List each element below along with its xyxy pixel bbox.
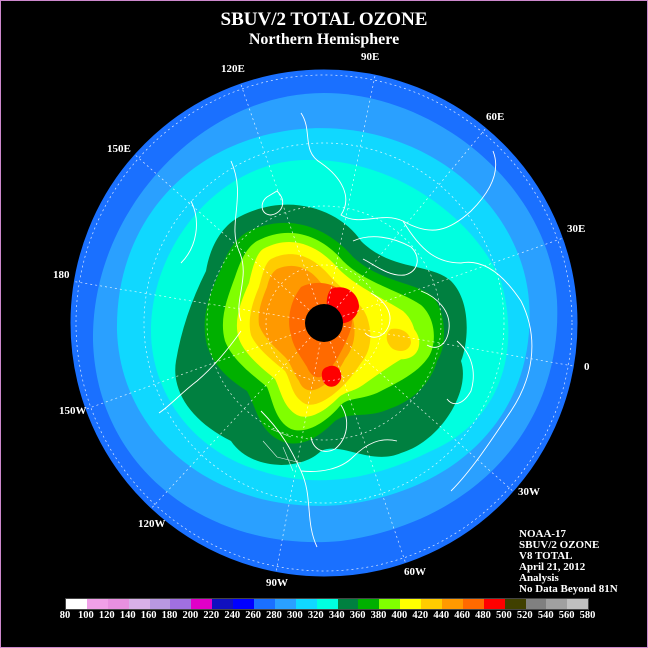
info-coverage-note: No Data Beyond 81N [519, 583, 618, 595]
color-swatch-19 [462, 599, 484, 609]
color-scale-tick: 160 [140, 610, 157, 621]
color-scale-tick: 480 [475, 610, 491, 621]
color-swatch-14 [358, 599, 380, 609]
color-scale-tick: 320 [307, 610, 324, 621]
color-scale-tick: 340 [328, 610, 345, 621]
color-swatch-4 [149, 599, 171, 609]
color-scale-tick: 560 [558, 610, 575, 621]
color-scale-tick: 460 [454, 610, 470, 621]
info-block: NOAA-17 SBUV/2 OZONE V8 TOTAL April 21, … [519, 529, 618, 595]
color-swatch-1 [86, 599, 108, 609]
color-scale-tick: 540 [537, 610, 554, 621]
lon-label-0: 0 [584, 361, 590, 373]
color-swatch-15 [379, 599, 401, 609]
color-scale-tick: 500 [496, 610, 512, 621]
boundaries [262, 428, 302, 472]
color-scale-tick: 240 [224, 610, 241, 621]
color-swatch-13 [337, 599, 359, 609]
color-swatch-20 [483, 599, 505, 609]
color-scale-tick: 300 [287, 610, 303, 621]
color-swatch-6 [191, 599, 213, 609]
color-scale-tick: 180 [161, 610, 178, 621]
color-scale-tick: 280 [266, 610, 282, 621]
lon-label-180: 180 [53, 269, 70, 281]
color-scale-tick: 380 [370, 610, 387, 621]
color-scale-tick: 220 [203, 610, 220, 621]
lon-label-60w: 60W [404, 566, 426, 578]
lon-label-150e: 150E [107, 143, 131, 155]
color-swatch-8 [233, 599, 255, 609]
color-swatch-0 [66, 599, 87, 609]
coastlines [158, 112, 533, 548]
color-swatch-18 [442, 599, 463, 609]
color-scale-tick: 140 [119, 610, 136, 621]
color-scale-tick: 440 [433, 610, 450, 621]
color-swatch-22 [525, 599, 547, 609]
info-version: V8 TOTAL [519, 550, 573, 562]
color-scale-tick: 120 [98, 610, 115, 621]
ozone-band-480-b [321, 365, 342, 387]
color-scale-tick: 80 [59, 610, 71, 621]
color-swatch-23 [546, 599, 568, 609]
lon-label-120w: 120W [138, 518, 166, 530]
chart-title: SBUV/2 TOTAL OZONE [220, 9, 428, 30]
color-swatch-9 [254, 599, 275, 609]
color-scale-tick: 420 [412, 610, 429, 621]
info-product: SBUV/2 OZONE [519, 539, 600, 551]
color-scale-tick: 360 [349, 610, 366, 621]
info-date: April 21, 2012 [519, 561, 586, 573]
lon-label-30e: 30E [567, 223, 586, 235]
lon-label-60e: 60E [486, 111, 505, 123]
lon-label-90w: 90W [266, 577, 288, 589]
color-swatch-10 [274, 599, 296, 609]
ozone-band-420-b [386, 328, 411, 351]
color-scale-tick: 520 [516, 610, 533, 621]
color-scale-tick: 100 [78, 610, 94, 621]
info-type: Analysis [519, 572, 559, 584]
color-swatch-5 [170, 599, 192, 609]
color-swatch-21 [504, 599, 526, 609]
polar-no-data-cap [305, 304, 343, 342]
color-swatch-11 [295, 599, 317, 609]
color-scale-tick: 400 [391, 610, 408, 621]
color-swatch-7 [212, 599, 234, 609]
lon-label-30w: 30W [518, 486, 540, 498]
info-satellite: NOAA-17 [519, 528, 567, 540]
color-swatch-16 [400, 599, 422, 609]
map-edge [69, 68, 579, 578]
lon-label-120e: 120E [221, 63, 245, 75]
color-scale-tick: 200 [182, 610, 199, 621]
graticule [70, 70, 578, 577]
lon-label-90e: 90E [361, 51, 380, 63]
color-scale-bar [65, 598, 590, 610]
color-scale-tick: 580 [579, 610, 596, 621]
color-scale-tick: 260 [245, 610, 261, 621]
color-swatch-17 [421, 599, 443, 609]
chart-subtitle: Northern Hemisphere [248, 31, 400, 48]
color-swatch-12 [316, 599, 338, 609]
color-scale-ticks: 80 100 120 140 160 180 200 220 240 260 280 300 320 34… [57, 610, 597, 622]
color-swatch-2 [107, 599, 129, 609]
color-swatch-3 [128, 599, 150, 609]
lon-label-150w: 150W [59, 405, 87, 417]
color-swatch-24 [567, 599, 589, 609]
